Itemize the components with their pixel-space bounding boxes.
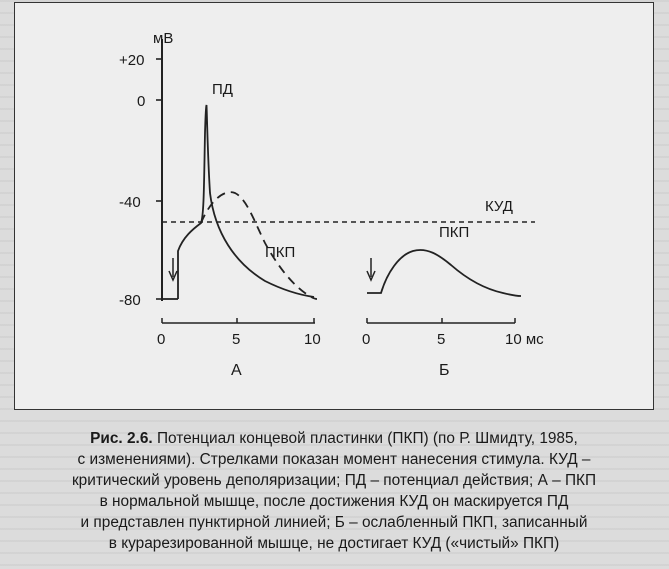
x-tick-label-a-10: 10 xyxy=(304,331,321,348)
x-tick-label-b-0: 0 xyxy=(362,331,370,348)
action-potential-curve xyxy=(177,104,315,299)
y-tick-label-0: 0 xyxy=(137,93,145,110)
caption-line-5: и представлен пунктирной линией; Б – осл… xyxy=(80,514,588,531)
panel-a: мВ +20 0 -40 -80 0 5 10 А ПД xyxy=(119,30,321,379)
x-tick-label-a-0: 0 xyxy=(157,331,165,348)
panel-b-label: Б xyxy=(439,362,450,379)
x-tick-label-b-10: 10 мс xyxy=(505,331,544,348)
panel-a-label: А xyxy=(231,362,242,379)
y-tick-label-20: +20 xyxy=(119,52,144,69)
epp-label-b: ПКП xyxy=(439,224,469,241)
weakened-epp-curve xyxy=(367,249,522,297)
caption-line-6: в курарезированной мышце, не достигает К… xyxy=(108,535,560,552)
figure-panel: мВ +20 0 -40 -80 0 5 10 А ПД xyxy=(14,2,654,410)
x-tick-label-b-5: 5 xyxy=(437,331,445,348)
masked-epp-dashed-curve xyxy=(200,191,318,300)
epp-label-a: ПКП xyxy=(265,244,295,261)
stimulus-arrow-b xyxy=(366,258,376,282)
x-tick-label-a-5: 5 xyxy=(232,331,240,348)
threshold-label: КУД xyxy=(485,198,513,215)
caption-line-1: Рис. 2.6. Потенциал концевой пластинки (… xyxy=(14,428,654,449)
caption-line-4: в нормальной мышце, после достижения КУД… xyxy=(99,493,569,510)
stimulus-arrow-a xyxy=(168,258,178,282)
caption-line-3: критический уровень деполяризации; ПД – … xyxy=(71,472,597,489)
figure-svg: мВ +20 0 -40 -80 0 5 10 А ПД xyxy=(119,30,544,379)
panel-b: 0 5 10 мс Б ПКП xyxy=(362,224,544,379)
y-tick-label-m40: -40 xyxy=(119,194,141,211)
y-unit-label: мВ xyxy=(153,30,173,47)
figure-number: Рис. 2.6. xyxy=(90,430,153,447)
y-tick-label-m80: -80 xyxy=(119,292,141,309)
caption-line-2: с изменениями). Стрелками показан момент… xyxy=(77,451,591,468)
ap-label: ПД xyxy=(212,81,233,98)
figure-caption: Рис. 2.6. Потенциал концевой пластинки (… xyxy=(14,428,654,554)
caption-text-1: Потенциал концевой пластинки (ПКП) (по Р… xyxy=(156,430,578,447)
